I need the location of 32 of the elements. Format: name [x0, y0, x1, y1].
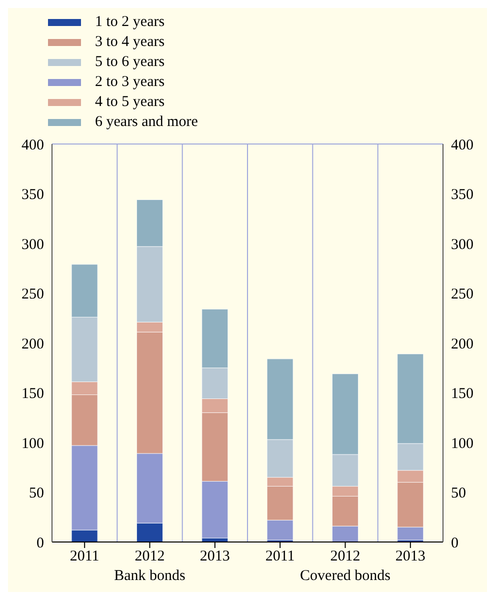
- y2-tick-label: 300: [451, 236, 474, 253]
- y-tick-label: 200: [22, 336, 44, 352]
- y-tick-label: 0: [36, 535, 44, 552]
- y-tick-label: 150: [22, 386, 44, 402]
- y-tick-label: 50: [29, 486, 44, 502]
- y2-tick-label: 250: [451, 286, 474, 303]
- y-tick-label: 350: [22, 187, 44, 204]
- y2-tick-label: 0: [451, 535, 458, 552]
- y-tick-label: 300: [22, 236, 44, 253]
- x-tick-label: 2013: [200, 548, 230, 565]
- x-tick-label: 2012: [330, 548, 360, 565]
- legend-label: 3 to 4 years: [95, 34, 165, 50]
- y2-tick-label: 350: [451, 187, 474, 204]
- y-tick-label: 250: [22, 286, 44, 303]
- legend-label: 5 to 6 years: [95, 54, 165, 70]
- legend-label: 1 to 2 years: [95, 14, 165, 30]
- x-tick-label: 2013: [395, 548, 426, 565]
- y2-tick-label: 200: [451, 336, 474, 352]
- y2-tick-label: 150: [451, 386, 474, 402]
- legend-label: 2 to 3 years: [95, 74, 165, 90]
- legend-label: 4 to 5 years: [95, 94, 165, 110]
- y2-tick-label: 50: [451, 486, 466, 502]
- x-tick-label: 2011: [265, 548, 295, 565]
- y2-tick-label: 100: [451, 436, 474, 452]
- text: Bank bonds: [113, 568, 186, 585]
- legend-label: 6 years and more: [95, 114, 198, 130]
- x-tick-label: 2012: [134, 548, 165, 565]
- y-tick-label: 100: [22, 436, 44, 452]
- x-tick-label: 2011: [70, 548, 100, 565]
- text: Covered bonds: [299, 568, 392, 585]
- y2-tick-label: 400: [451, 137, 474, 154]
- y-tick-label: 400: [22, 137, 44, 154]
